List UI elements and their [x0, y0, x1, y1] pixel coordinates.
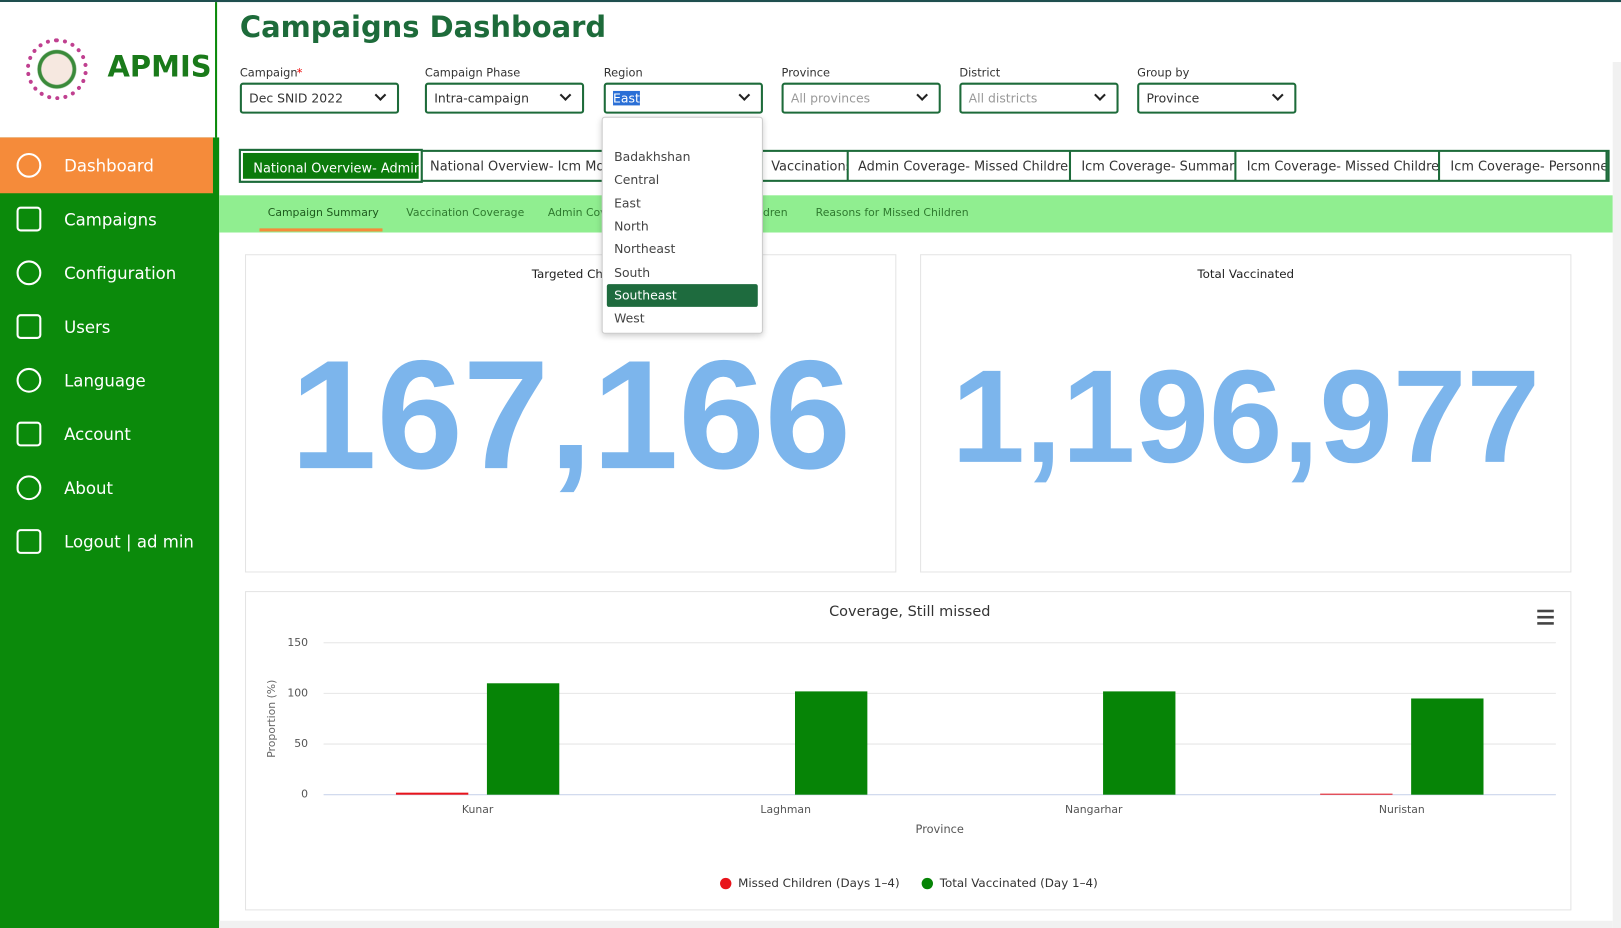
dropdown-option[interactable]: Central — [614, 172, 660, 188]
dropdown-option[interactable]: East — [614, 195, 641, 211]
kpi-card — [245, 254, 897, 573]
x-tick-label: Nangarhar — [1065, 803, 1123, 816]
x-tick-label: Nuristan — [1379, 803, 1425, 816]
sidebar-icon[interactable] — [16, 421, 42, 447]
sidebar-item[interactable]: Account — [64, 424, 131, 445]
filter-label: Group by — [1137, 66, 1190, 80]
tab[interactable]: Icm Coverage- Summary — [1073, 150, 1237, 181]
kpi-value: 167,166 — [290, 327, 851, 502]
filter-select[interactable]: Dec SNID 2022 — [239, 82, 400, 114]
page-title: Campaigns Dashboard — [239, 10, 607, 45]
menu-icon — [1537, 609, 1554, 613]
chart-card — [245, 591, 1572, 911]
filter-value: Dec SNID 2022 — [249, 90, 343, 106]
bar — [1103, 691, 1176, 795]
filter-select[interactable]: East — [603, 82, 763, 114]
filter-label: Region — [603, 66, 643, 80]
subtab[interactable]: Vaccination Coverage — [406, 206, 525, 220]
tab[interactable]: Admin Coverage- Missed Children — [850, 150, 1072, 181]
x-axis-label: Province — [916, 822, 964, 836]
filter-select[interactable]: Province — [1137, 82, 1297, 114]
filter-value: Province — [1146, 90, 1200, 106]
subtab[interactable]: Campaign Summary — [267, 206, 379, 220]
kpi-title: Targeted Chil — [531, 266, 610, 282]
filter-select[interactable]: All provinces — [781, 82, 941, 114]
sidebar-item[interactable]: About — [64, 478, 114, 499]
bar — [395, 792, 469, 795]
filter-label: Campaign — [239, 66, 298, 80]
filter-value: All districts — [968, 90, 1038, 106]
legend-label: Missed Children (Days 1–4) — [738, 876, 899, 890]
filter-label: Province — [781, 66, 830, 80]
sidebar-item[interactable]: Users — [64, 317, 111, 337]
subtab[interactable]: dren — [762, 206, 788, 220]
bar — [794, 691, 868, 795]
legend-marker — [921, 877, 934, 890]
sidebar-icon[interactable] — [16, 367, 42, 393]
bottom-scrollbar — [219, 920, 1613, 928]
sidebar-item[interactable]: Language — [64, 370, 146, 391]
x-tick-label: Laghman — [760, 803, 811, 816]
filter-value: East — [613, 90, 640, 106]
dropdown-option[interactable]: Southeast — [606, 283, 758, 307]
sidebar-item[interactable]: Logout | ad min — [64, 532, 194, 552]
dropdown-option[interactable]: West — [614, 311, 645, 326]
tab[interactable]: Icm Coverage- Missed Children — [1238, 150, 1441, 181]
bar — [486, 683, 560, 795]
tab[interactable]: National Overview- Admin — [238, 148, 423, 183]
tab[interactable]: Icm Coverage- Personnel — [1442, 150, 1608, 181]
dropdown-option[interactable]: South — [614, 265, 651, 280]
legend-marker — [720, 877, 732, 890]
subtab[interactable]: Reasons for Missed Children — [815, 206, 969, 220]
app-name: APMIS — [107, 49, 212, 84]
filter-select[interactable]: Intra-campaign — [424, 82, 585, 114]
sidebar-item[interactable]: Campaigns — [64, 209, 157, 230]
filter-label: Campaign Phase — [424, 66, 521, 80]
sidebar-icon[interactable] — [16, 314, 42, 339]
sidebar-icon[interactable] — [16, 260, 42, 286]
sidebar-icon[interactable] — [16, 206, 42, 232]
sidebar-item[interactable]: Dashboard — [64, 156, 154, 176]
kpi-value: 1,196,977 — [951, 342, 1541, 491]
subtab[interactable]: Admin Cov — [547, 206, 607, 220]
y-tick-label: 0 — [301, 788, 308, 801]
kpi-title: Total Vaccinated — [1197, 266, 1295, 282]
filter-label: District — [959, 66, 1001, 80]
y-axis-label: Proportion (%) — [265, 680, 278, 758]
menu-icon — [1537, 622, 1554, 625]
bar — [1411, 698, 1484, 795]
y-tick-label: 50 — [294, 737, 308, 750]
y-tick-label: 150 — [287, 636, 308, 649]
subtab-underline — [259, 228, 383, 232]
chart-title: Coverage, Still missed — [829, 604, 990, 620]
legend-label: Total Vaccinated (Day 1–4) — [939, 876, 1098, 890]
logo — [25, 38, 88, 101]
x-tick-label: Kunar — [462, 803, 494, 816]
bar — [1320, 793, 1393, 795]
sidebar-icon[interactable] — [16, 529, 42, 554]
filter-select[interactable]: All districts — [959, 82, 1119, 114]
required-mark: * — [296, 66, 303, 80]
filter-value: Intra-campaign — [434, 90, 529, 106]
kpi-card — [920, 254, 1572, 573]
subtab-bar — [219, 195, 1613, 233]
dropdown-option[interactable]: North — [614, 218, 649, 234]
dropdown-option[interactable]: Northeast — [614, 242, 676, 257]
filter-value: All provinces — [790, 90, 871, 106]
sidebar-item[interactable]: Configuration — [64, 263, 177, 284]
region-dropdown: Badakhshan Central East North Northeast South… — [601, 116, 763, 334]
menu-icon — [1537, 615, 1554, 619]
tab[interactable]: Vaccinations — [763, 150, 849, 181]
sidebar-icon[interactable] — [16, 475, 42, 501]
sidebar-icon[interactable] — [16, 152, 42, 178]
y-tick-label: 100 — [287, 686, 308, 699]
scrollbar — [1612, 62, 1621, 928]
top-border — [0, 0, 1621, 3]
dropdown-option[interactable]: Badakhshan — [614, 149, 691, 165]
